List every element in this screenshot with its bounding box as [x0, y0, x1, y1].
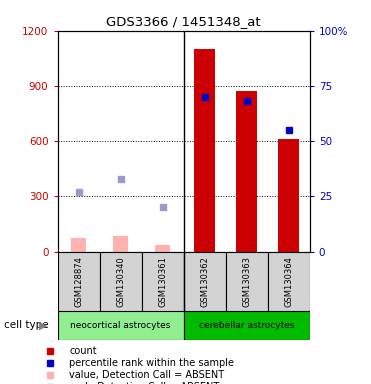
Bar [268, 252, 310, 311]
Text: GSM130363: GSM130363 [242, 256, 251, 307]
Text: GSM128874: GSM128874 [74, 256, 83, 307]
Text: ▶: ▶ [39, 320, 47, 331]
Bar [58, 252, 99, 311]
Text: cerebellar astrocytes: cerebellar astrocytes [199, 321, 295, 330]
Bar [226, 252, 268, 311]
Text: GSM130362: GSM130362 [200, 256, 209, 307]
Bar [278, 139, 299, 252]
Bar [184, 252, 226, 311]
Text: rank, Detection Call = ABSENT: rank, Detection Call = ABSENT [69, 382, 220, 384]
Bar [113, 236, 128, 252]
Bar [71, 238, 86, 252]
Text: cell type: cell type [4, 320, 48, 331]
Bar [142, 252, 184, 311]
Bar [236, 91, 257, 252]
Text: GSM130364: GSM130364 [284, 256, 293, 307]
Text: count: count [69, 346, 97, 356]
Text: GSM130340: GSM130340 [116, 256, 125, 307]
Text: percentile rank within the sample: percentile rank within the sample [69, 358, 234, 368]
Text: neocortical astrocytes: neocortical astrocytes [70, 321, 171, 330]
Bar [155, 245, 170, 252]
Text: value, Detection Call = ABSENT: value, Detection Call = ABSENT [69, 370, 224, 380]
Bar [194, 49, 215, 252]
Text: GSM130361: GSM130361 [158, 256, 167, 307]
Bar [99, 252, 142, 311]
Bar [58, 311, 184, 340]
Bar [184, 311, 310, 340]
Title: GDS3366 / 1451348_at: GDS3366 / 1451348_at [106, 15, 261, 28]
